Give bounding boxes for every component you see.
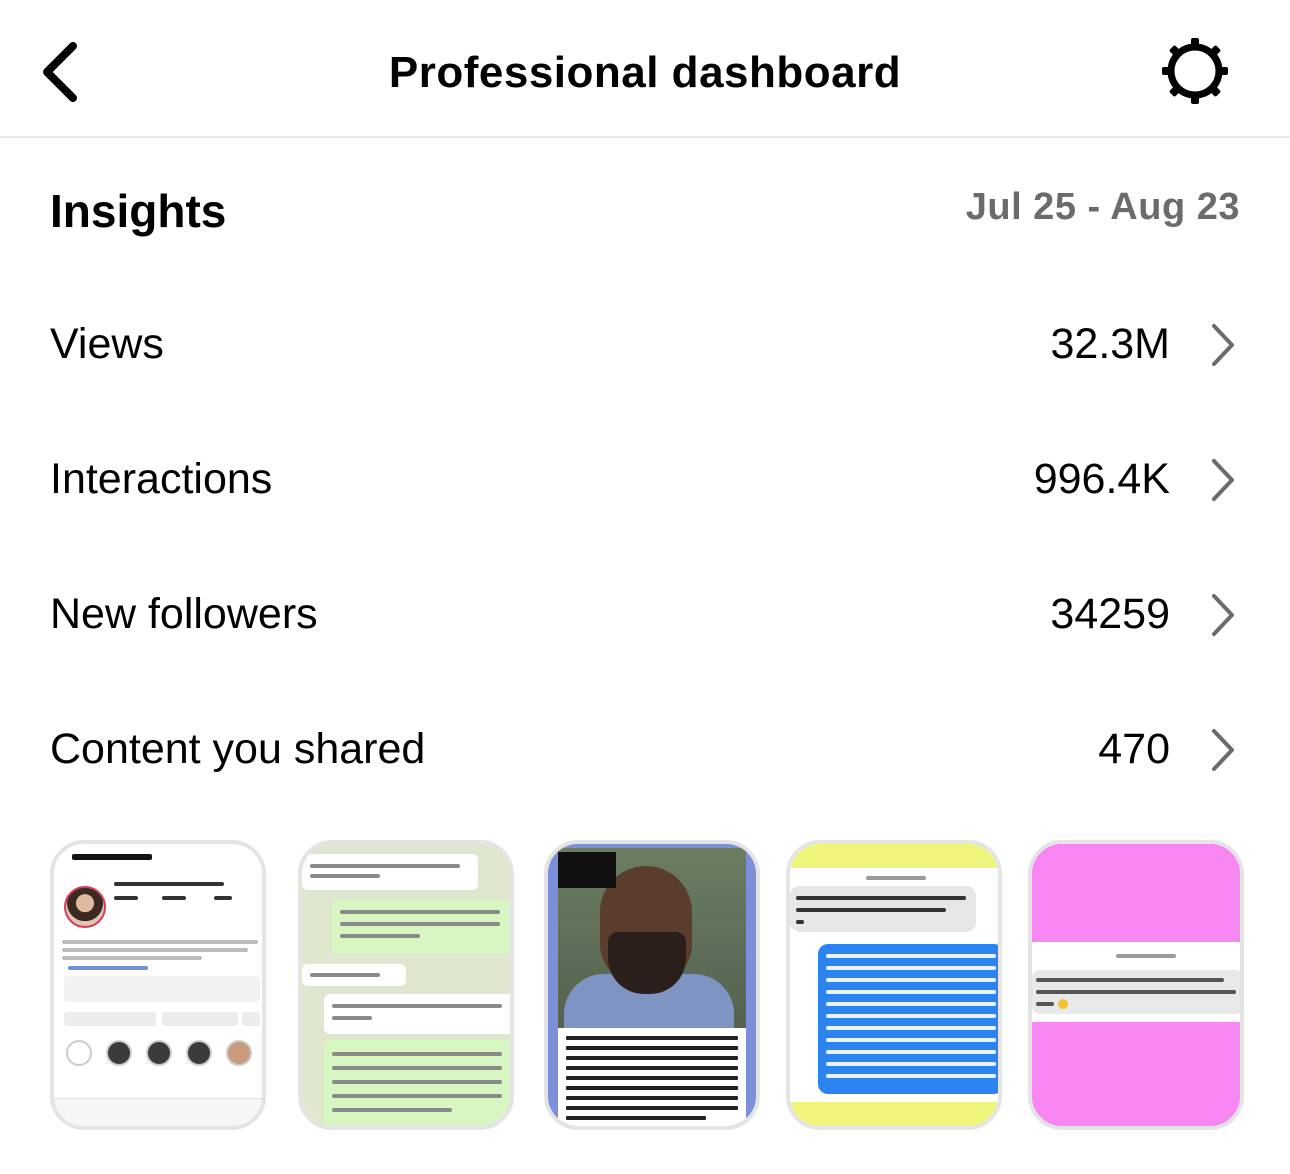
metric-label: Content you shared xyxy=(50,725,426,773)
metric-label: New followers xyxy=(50,590,318,638)
date-range[interactable]: Jul 25 - Aug 23 xyxy=(965,186,1240,228)
metric-value: 996.4K xyxy=(1033,455,1170,503)
content-thumbnail-profile[interactable] xyxy=(50,840,266,1130)
metric-row-new-followers[interactable]: New followers 34259 xyxy=(0,566,1290,666)
metric-row-views[interactable]: Views 32.3M xyxy=(0,296,1290,396)
page-title: Professional dashboard xyxy=(388,48,902,97)
metric-label: Interactions xyxy=(50,455,273,503)
metric-value: 34259 xyxy=(1050,590,1170,638)
back-button[interactable] xyxy=(30,34,90,110)
chevron-right-icon xyxy=(1212,594,1234,636)
gear-icon xyxy=(1162,38,1228,104)
settings-button[interactable] xyxy=(1156,34,1234,108)
chevron-right-icon xyxy=(1212,324,1234,366)
metric-row-content-shared[interactable]: Content you shared 470 xyxy=(0,701,1290,801)
chevron-right-icon xyxy=(1212,459,1234,501)
content-thumbnail-messages[interactable] xyxy=(786,840,1002,1130)
chevron-right-icon xyxy=(1212,729,1234,771)
metric-value: 470 xyxy=(1098,725,1170,773)
metric-value: 32.3M xyxy=(1050,320,1170,368)
metric-label: Views xyxy=(50,320,164,368)
content-thumbnail-photo[interactable] xyxy=(544,840,760,1130)
content-thumbnail-pink[interactable] xyxy=(1028,840,1244,1130)
content-thumbnails xyxy=(50,840,1244,1132)
chevron-left-icon xyxy=(43,42,77,102)
content-thumbnail-chat[interactable] xyxy=(298,840,514,1130)
thumbnail-avatar xyxy=(64,886,106,928)
insights-heading: Insights xyxy=(50,185,227,237)
metric-row-interactions[interactable]: Interactions 996.4K xyxy=(0,431,1290,531)
header: Professional dashboard xyxy=(0,0,1290,138)
